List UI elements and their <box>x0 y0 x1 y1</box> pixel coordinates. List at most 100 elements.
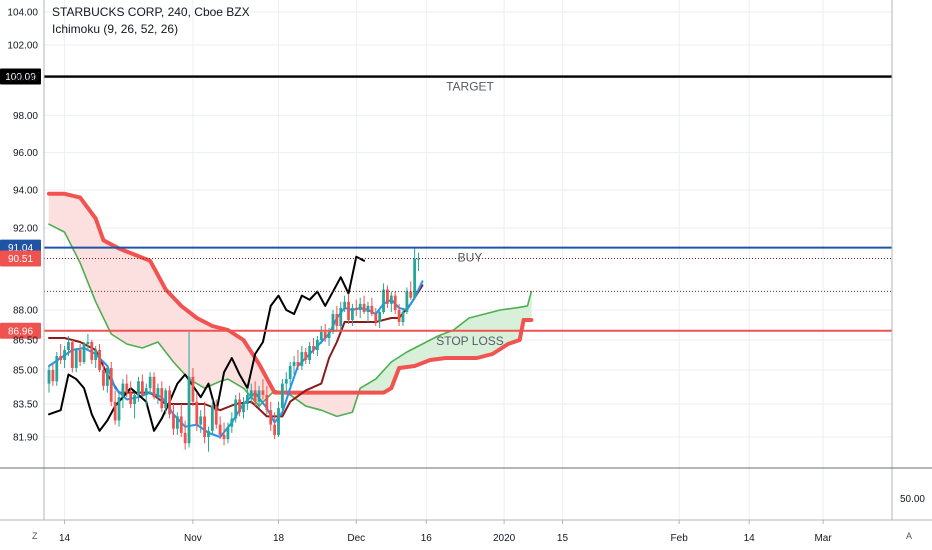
y-tick-label: 102.00 <box>7 41 38 52</box>
candle-body <box>207 430 210 437</box>
candle-body <box>172 414 175 429</box>
candle-body <box>199 416 203 425</box>
y-tick-label: 100.00 <box>7 74 38 85</box>
candle-body <box>327 332 331 338</box>
lower-pane-tick-label: 50.00 <box>900 494 925 505</box>
y-tick-label: 88.00 <box>13 306 38 317</box>
candle-body <box>90 342 94 360</box>
auto-scale-button[interactable]: A <box>906 531 913 541</box>
buy-annotation: BUY <box>458 251 483 265</box>
candle-body <box>362 303 366 312</box>
symbol-title[interactable]: STARBUCKS CORP, 240, Cboe BZX <box>52 5 250 19</box>
candle-body <box>300 352 304 366</box>
stop-loss-price-label: 86.96 <box>8 326 33 337</box>
x-tick-label: Feb <box>671 533 689 544</box>
candle-body <box>331 314 335 332</box>
candle-body <box>63 350 66 360</box>
candle-body <box>218 424 222 435</box>
candle-body <box>105 368 109 386</box>
candle-body <box>386 289 389 304</box>
candle-body <box>280 383 284 409</box>
candle-body <box>70 342 74 368</box>
y-tick-label: 81.90 <box>13 433 38 444</box>
candle-body <box>102 370 105 386</box>
timezone-button[interactable]: Z <box>32 531 38 541</box>
candle-body <box>156 388 160 398</box>
buy-price-label: 91.04 <box>8 243 33 254</box>
candle-body <box>67 342 70 350</box>
candle-body <box>296 362 300 366</box>
x-tick-label: Dec <box>347 533 365 544</box>
y-tick-label: 83.50 <box>13 400 38 411</box>
candle-body <box>238 399 242 413</box>
candle-body <box>148 376 152 389</box>
candle-body <box>323 332 327 338</box>
target-price-badge <box>0 68 41 85</box>
candle-body <box>55 356 59 382</box>
candle-body <box>195 401 199 425</box>
candle-body <box>168 390 171 415</box>
candle-body <box>370 305 374 314</box>
x-tick-label: 18 <box>273 533 285 544</box>
legend: STARBUCKS CORP, 240, Cboe BZX Ichimoku (… <box>52 4 250 38</box>
candle-body <box>316 340 319 350</box>
candle-body <box>257 390 261 402</box>
candle-body <box>253 390 257 402</box>
candle-body <box>319 332 323 340</box>
target-price-label: 100.09 <box>5 72 36 83</box>
candle-body <box>308 346 312 360</box>
x-tick-label: Mar <box>814 533 832 544</box>
candle-body <box>234 399 238 419</box>
candle-body <box>160 388 164 409</box>
candle-body <box>374 314 378 322</box>
price-levels[interactable]: 100.09 TARGET 91.04 BUY 90.51 86.96 STOP LOSS <box>0 68 892 348</box>
last-price-price-label: 90.51 <box>8 254 33 265</box>
candle-body <box>347 301 350 320</box>
candle-body <box>358 303 362 310</box>
target-annotation: TARGET <box>446 80 494 94</box>
chikou-span-line <box>48 255 366 432</box>
y-tick-label: 98.00 <box>13 111 38 122</box>
candle-body <box>288 366 292 380</box>
x-tick-label: 14 <box>59 533 71 544</box>
candle-body <box>82 344 86 362</box>
candle-body <box>409 291 413 298</box>
candle-body <box>335 314 339 326</box>
x-tick-label: 16 <box>421 533 433 544</box>
candle-body <box>144 388 148 395</box>
candle-body <box>230 418 234 427</box>
y-tick-label: 104.00 <box>7 8 38 19</box>
candle-body <box>113 401 117 421</box>
indicator-title[interactable]: Ichimoku (9, 26, 52, 26) <box>52 22 179 36</box>
candle-body <box>226 426 230 440</box>
candle-body <box>98 350 101 370</box>
candle-body <box>121 383 125 398</box>
candle-body <box>277 408 280 435</box>
candle-body <box>203 416 206 437</box>
x-tick-label: 2020 <box>493 533 516 544</box>
candle-body <box>140 381 144 395</box>
candle-body <box>261 390 265 395</box>
candle-body <box>397 310 401 322</box>
candle-body <box>265 394 269 411</box>
candle-body <box>245 394 249 404</box>
candle-body <box>133 394 136 404</box>
candle-body <box>292 362 296 366</box>
candle-body <box>389 295 393 304</box>
candle-body <box>351 307 354 320</box>
candle-body <box>343 301 347 308</box>
candle-body <box>210 406 214 431</box>
candle-body <box>152 376 156 398</box>
candle-body <box>109 368 113 402</box>
candle-body <box>249 390 253 395</box>
candle-body <box>312 346 315 350</box>
last-price-price-badge <box>0 250 41 267</box>
x-tick-label: 15 <box>557 533 569 544</box>
candle-body <box>405 291 409 312</box>
candle-body <box>117 397 121 421</box>
candle-body <box>86 342 90 344</box>
candle-body <box>417 258 420 260</box>
candle-body <box>187 376 191 444</box>
y-tick-label: 86.50 <box>13 336 38 347</box>
